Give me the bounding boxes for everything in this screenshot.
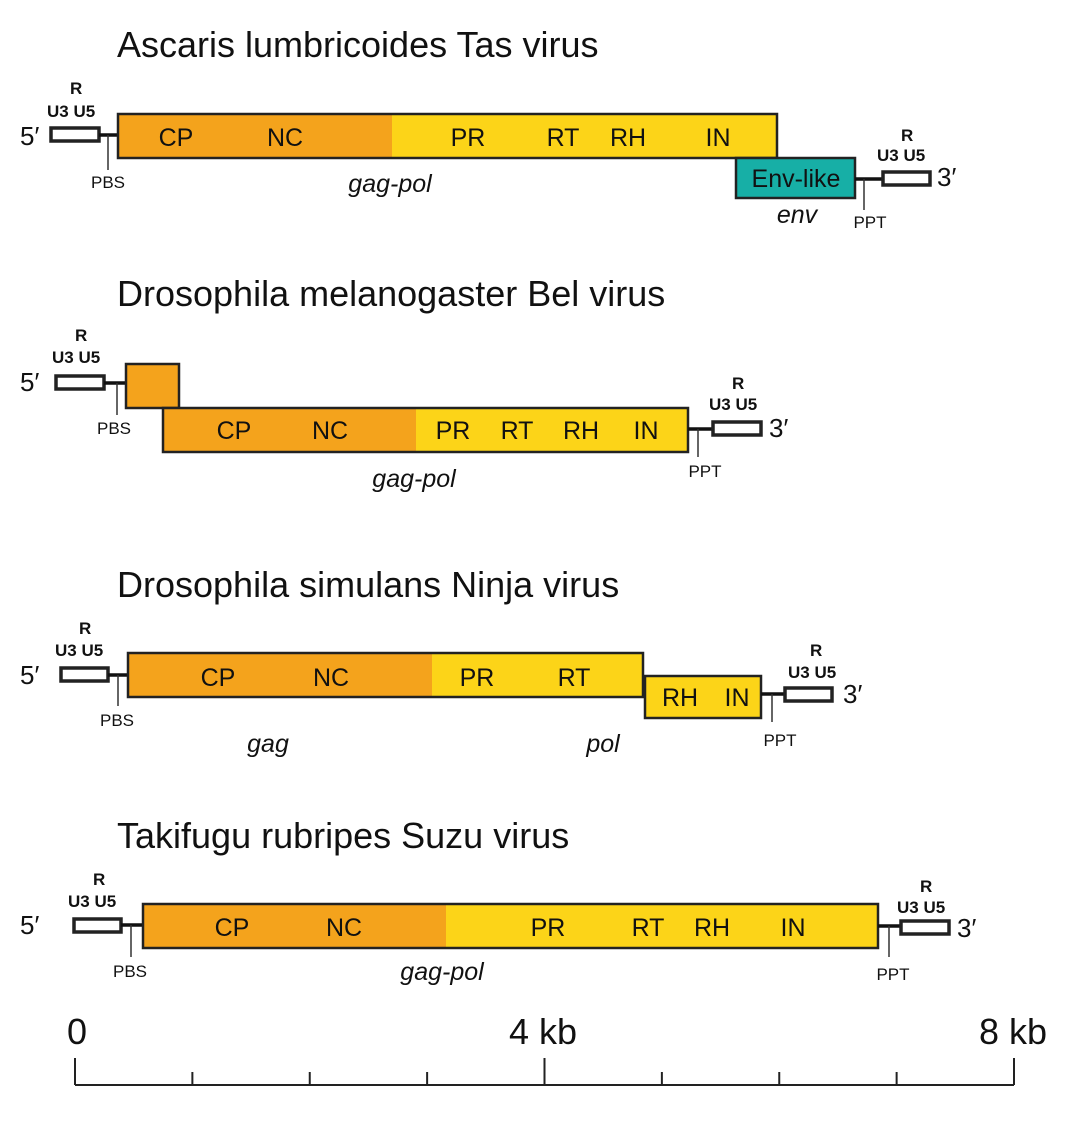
three-prime-label: 3′ [957,913,976,943]
five-prime-ltr [59,666,110,683]
ltr-u3u5-label: U3 U5 [68,892,116,911]
genome-title: Ascaris lumbricoides Tas virus [117,24,598,65]
pbs-label: PBS [100,711,134,730]
ppt-label: PPT [763,731,796,750]
three-prime-label: 3′ [843,679,862,709]
ltr-r-label: R [70,79,82,98]
pol-region [416,408,688,452]
domain-nc: NC [313,664,349,692]
gene-gag-pol: gag-pol [348,170,433,198]
genome-suzu: Takifugu rubripes Suzu virus R U3 U5 5′ … [20,815,976,986]
domain-rh: RH [563,417,599,445]
gag-region [143,904,446,948]
five-prime-ltr [54,374,106,391]
scale-label-0: 0 [67,1011,87,1052]
gene-gag-pol: gag-pol [400,958,485,986]
scale-bar: 0 4 kb 8 kb [67,1011,1047,1086]
ltr-u3u5-label: U3 U5 [877,146,925,165]
domain-pr: PR [460,664,495,692]
three-prime-ltr [711,420,763,437]
genome-ninja: Drosophila simulans Ninja virus R U3 U5 … [20,564,862,758]
ltr-u3u5-label: U3 U5 [897,898,945,917]
domain-env-like: Env-like [752,165,841,193]
scale-label-8kb: 8 kb [979,1011,1047,1052]
domain-nc: NC [326,914,362,942]
pol-region [392,114,777,158]
three-prime-label: 3′ [937,162,956,192]
ltr-r-label: R [75,326,87,345]
ltr-u3u5-label: U3 U5 [47,102,95,121]
five-prime-ltr [72,917,123,934]
gene-env: env [777,201,819,229]
gag-pol-orf [126,651,645,699]
domain-in: IN [725,684,750,712]
gag-region [163,408,416,452]
gene-gag-pol: gag-pol [372,465,457,493]
domain-rh: RH [610,124,646,152]
gag-region [128,653,432,697]
ltr-u3u5-label: U3 U5 [788,663,836,682]
five-prime-label: 5′ [20,367,39,397]
five-prime-label: 5′ [20,910,39,940]
pbs-label: PBS [91,173,125,192]
genome-title: Drosophila simulans Ninja virus [117,564,619,605]
ppt-label: PPT [688,462,721,481]
gene-pol: pol [585,730,621,758]
ltr-r-label: R [920,877,932,896]
five-prime-label: 5′ [20,121,39,151]
ltr-r-label: R [79,619,91,638]
domain-rt: RT [501,417,534,445]
ltr-u3u5-label: U3 U5 [709,395,757,414]
domain-cp: CP [217,417,252,445]
domain-in: IN [781,914,806,942]
ltr-r-label: R [93,870,105,889]
domain-pr: PR [436,417,471,445]
domain-rt: RT [632,914,665,942]
five-prime-ltr [49,126,101,143]
three-prime-ltr [783,686,834,703]
genome-tas: Ascaris lumbricoides Tas virus R U3 U5 5… [20,24,956,232]
domain-cp: CP [159,124,194,152]
domain-pr: PR [451,124,486,152]
domain-in: IN [706,124,731,152]
domain-pr: PR [531,914,566,942]
domain-rh: RH [662,684,698,712]
pol-region [432,653,643,697]
ltr-r-label: R [732,374,744,393]
three-prime-ltr [899,919,951,936]
pol-region [446,904,878,948]
domain-nc: NC [312,417,348,445]
three-prime-ltr [881,170,932,187]
scale-label-4kb: 4 kb [509,1011,577,1052]
genome-bel: Drosophila melanogaster Bel virus R U3 U… [20,273,788,493]
ltr-u3u5-label: U3 U5 [52,348,100,367]
domain-cp: CP [201,664,236,692]
gag-pol-orf [116,112,779,160]
genome-title: Takifugu rubripes Suzu virus [117,815,569,856]
five-prime-label: 5′ [20,660,39,690]
gene-gag: gag [247,730,289,758]
domain-cp: CP [215,914,250,942]
pbs-label: PBS [97,419,131,438]
ltr-r-label: R [901,126,913,145]
three-prime-label: 3′ [769,413,788,443]
gag-region [118,114,392,158]
domain-rh: RH [694,914,730,942]
pbs-label: PBS [113,962,147,981]
ltr-u3u5-label: U3 U5 [55,641,103,660]
ltr-r-label: R [810,641,822,660]
ppt-label: PPT [853,213,886,232]
ppt-label: PPT [876,965,909,984]
upstream-orf [124,362,181,410]
pol-second-orf [643,674,763,720]
domain-in: IN [634,417,659,445]
domain-rt: RT [558,664,591,692]
domain-rt: RT [547,124,580,152]
genome-title: Drosophila melanogaster Bel virus [117,273,665,314]
domain-nc: NC [267,124,303,152]
